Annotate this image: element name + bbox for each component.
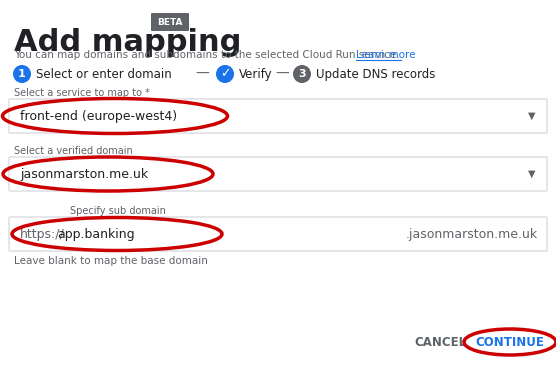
Text: app.banking: app.banking <box>57 227 135 240</box>
Text: Select or enter domain: Select or enter domain <box>36 68 172 81</box>
Text: ▼: ▼ <box>528 169 536 179</box>
Text: Leave blank to map the base domain: Leave blank to map the base domain <box>14 256 208 266</box>
FancyBboxPatch shape <box>151 13 189 31</box>
FancyBboxPatch shape <box>9 217 547 251</box>
FancyBboxPatch shape <box>9 99 547 133</box>
Text: .jasonmarston.me.uk: .jasonmarston.me.uk <box>406 227 538 240</box>
Text: Learn more: Learn more <box>356 50 415 60</box>
Circle shape <box>293 65 311 83</box>
Text: —: — <box>275 67 289 81</box>
Text: CONTINUE: CONTINUE <box>475 335 544 348</box>
Text: Add mapping: Add mapping <box>14 28 241 57</box>
Text: Verify: Verify <box>239 68 272 81</box>
Text: You can map domains and subdomains to the selected Cloud Run service.: You can map domains and subdomains to th… <box>14 50 400 60</box>
Text: front-end (europe-west4): front-end (europe-west4) <box>20 109 177 122</box>
Text: Select a verified domain: Select a verified domain <box>14 146 133 156</box>
Text: 1: 1 <box>18 69 26 79</box>
FancyBboxPatch shape <box>9 157 547 191</box>
Text: BETA: BETA <box>157 17 183 26</box>
Text: Update DNS records: Update DNS records <box>316 68 435 81</box>
Text: Specify sub domain: Specify sub domain <box>70 206 166 216</box>
Text: jasonmarston.me.uk: jasonmarston.me.uk <box>20 167 148 181</box>
Text: https://: https:// <box>20 227 64 240</box>
Text: Select a service to map to *: Select a service to map to * <box>14 88 150 98</box>
Text: 3: 3 <box>298 69 306 79</box>
Text: —: — <box>195 67 209 81</box>
Text: ✓: ✓ <box>220 68 230 81</box>
Circle shape <box>216 65 234 83</box>
Text: ▼: ▼ <box>528 111 536 121</box>
Circle shape <box>13 65 31 83</box>
Text: CANCEL: CANCEL <box>414 335 466 348</box>
